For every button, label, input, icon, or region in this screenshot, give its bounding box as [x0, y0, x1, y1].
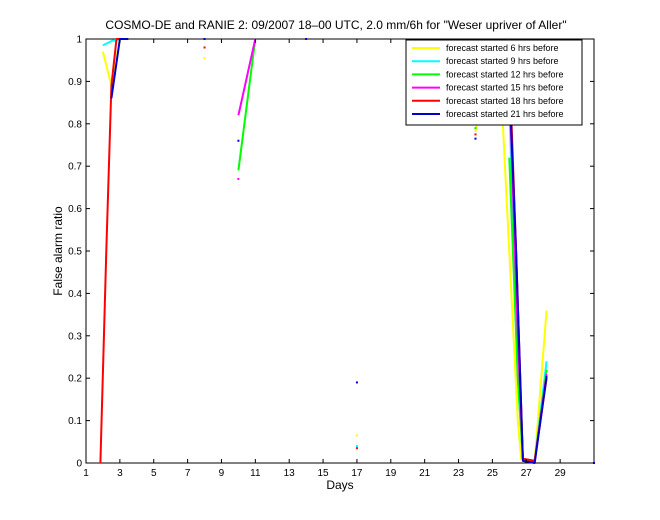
data-point	[355, 434, 358, 437]
x-axis-ticks: 1 3 5 7 9 11 13 15 17 19 21 23 25 27 29	[83, 39, 566, 479]
data-point	[355, 447, 358, 450]
x-tick-label: 3	[117, 468, 123, 479]
y-tick-label: 0	[76, 459, 82, 470]
x-tick-label: 21	[419, 468, 431, 479]
x-tick-label: 17	[351, 468, 363, 479]
data-point	[203, 46, 206, 49]
legend-entry: forecast started 15 hrs before	[446, 83, 564, 93]
y-tick-label: 0.3	[68, 331, 82, 342]
chart-title: COSMO-DE and RANIE 2: 09/2007 18–00 UTC,…	[105, 18, 566, 32]
series-line	[237, 38, 257, 171]
y-tick-label: 0.4	[68, 289, 82, 300]
series-line	[506, 38, 548, 464]
legend-entry: forecast started 9 hrs before	[446, 56, 559, 66]
data-point	[355, 445, 358, 448]
data-point	[203, 57, 206, 60]
data-point	[474, 127, 477, 130]
y-axis-label: False alarm ratio	[51, 206, 65, 296]
y-tick-label: 1	[76, 35, 82, 46]
data-point	[237, 177, 240, 180]
x-tick-label: 9	[219, 468, 225, 479]
data-point	[474, 137, 477, 140]
legend-entry: forecast started 21 hrs before	[446, 109, 564, 119]
y-tick-label: 0.6	[68, 204, 82, 215]
y-tick-label: 0.5	[68, 247, 82, 258]
legend-box	[405, 39, 583, 126]
legend-entry: forecast started 12 hrs before	[446, 69, 564, 79]
legend-entry: forecast started 18 hrs before	[446, 96, 564, 106]
y-tick-label: 0.1	[68, 416, 82, 427]
y-tick-label: 0.7	[68, 162, 82, 173]
legend: forecast started 6 hrs before forecast st…	[405, 39, 583, 126]
data-point	[355, 381, 358, 384]
y-tick-label: 0.8	[68, 119, 82, 130]
data-point	[305, 38, 308, 40]
x-tick-label: 1	[83, 468, 89, 479]
series-line	[237, 38, 257, 116]
x-tick-label: 29	[555, 468, 567, 479]
x-tick-label: 19	[385, 468, 397, 479]
series-line	[99, 38, 120, 464]
y-tick-label: 0.9	[68, 77, 82, 88]
x-tick-label: 13	[284, 468, 296, 479]
y-axis-ticks: 0 0.1 0.2 0.3 0.4 0.5 0.6 0.7 0.8 0.9 1	[68, 35, 594, 470]
x-tick-label: 5	[151, 468, 157, 479]
legend-entry: forecast started 6 hrs before	[446, 43, 559, 53]
x-tick-label: 11	[250, 468, 261, 479]
x-axis-label: Days	[326, 478, 353, 492]
x-tick-label: 27	[521, 468, 533, 479]
y-tick-label: 0.2	[68, 374, 82, 385]
x-tick-label: 15	[318, 468, 330, 479]
data-point	[474, 133, 477, 136]
x-tick-label: 23	[453, 468, 465, 479]
x-tick-label: 7	[185, 468, 191, 479]
x-tick-label: 25	[487, 468, 499, 479]
data-point	[203, 38, 206, 40]
data-point	[237, 139, 240, 142]
